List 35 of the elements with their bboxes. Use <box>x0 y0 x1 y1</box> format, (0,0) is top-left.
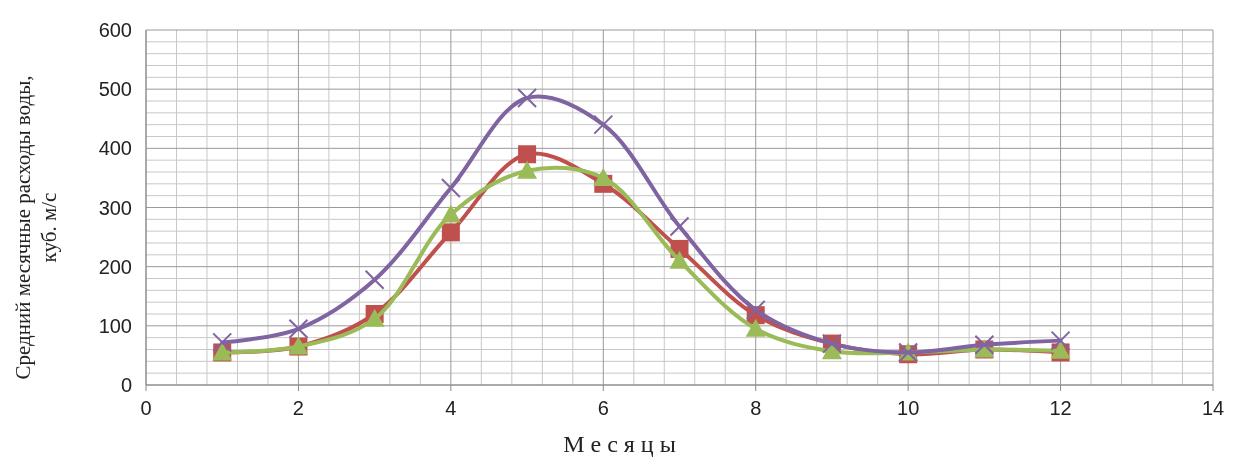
point <box>593 114 614 135</box>
point <box>212 332 233 353</box>
point <box>517 160 538 179</box>
x-tick-label: 8 <box>750 397 762 419</box>
y-tick-label: 200 <box>98 255 132 278</box>
point <box>518 145 537 164</box>
point <box>745 318 766 337</box>
point <box>974 334 995 355</box>
y-tick-label: 300 <box>98 196 132 219</box>
point <box>364 308 385 327</box>
point <box>669 250 690 269</box>
point <box>1050 330 1071 351</box>
x-tick-label: 2 <box>292 397 304 419</box>
x-tick-label: 4 <box>445 397 457 419</box>
y-tick-label: 600 <box>98 19 132 41</box>
point <box>441 223 460 242</box>
y-tick-label: 400 <box>98 137 132 160</box>
point <box>593 167 614 186</box>
point <box>364 269 385 290</box>
point <box>745 299 766 320</box>
y-tick-label: 0 <box>120 374 132 396</box>
point <box>288 318 309 339</box>
point <box>440 204 461 223</box>
point <box>440 177 461 198</box>
x-axis-title: М е с я ц ы <box>563 431 676 457</box>
x-tick-label: 6 <box>597 397 609 419</box>
y-tick-label: 500 <box>98 78 132 101</box>
x-tick-label: 10 <box>897 397 920 419</box>
x-tick-label: 0 <box>140 397 152 419</box>
x-tick-label: 14 <box>1201 397 1225 419</box>
y-axis-title: Средний месячные расходы воды, куб. м/с <box>11 75 61 380</box>
point <box>669 216 690 237</box>
point <box>517 88 538 109</box>
y-tick-label: 100 <box>98 314 132 337</box>
x-tick-label: 12 <box>1049 397 1072 419</box>
